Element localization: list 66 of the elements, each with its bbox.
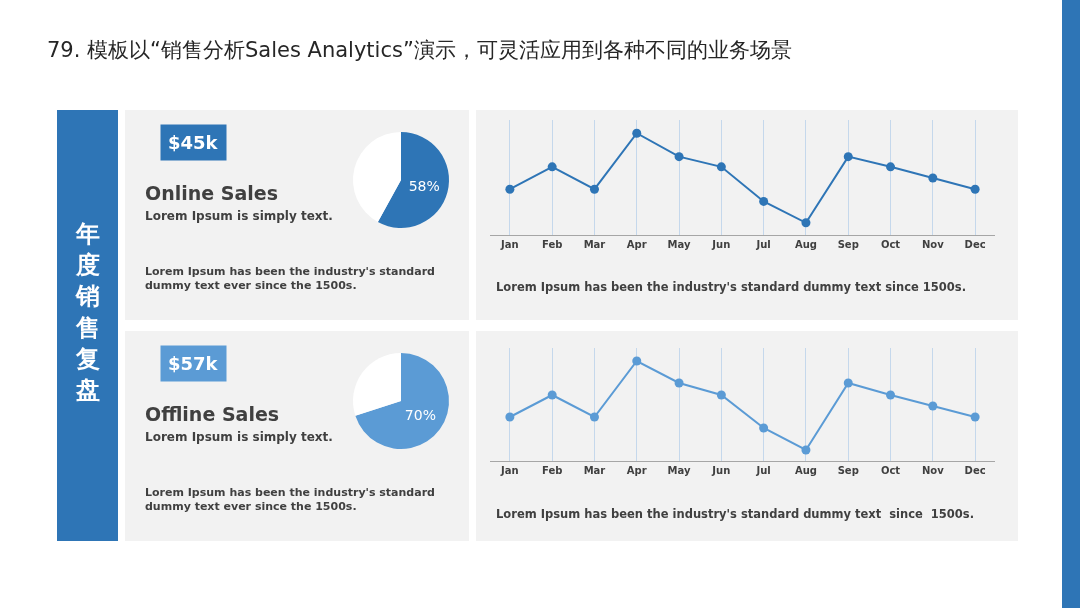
text: $45k xyxy=(168,132,219,153)
text: 年度销售复盘 xyxy=(75,220,100,404)
text: Lorem Ipsum is simply text. xyxy=(145,430,333,444)
x-tick-label: Oct xyxy=(880,239,901,250)
x-tick-label: May xyxy=(667,465,691,476)
text: Lorem Ipsum has been the industry's standard dummy text ever since the 1500s. xyxy=(145,486,435,514)
x-tick-label: Nov xyxy=(921,465,945,476)
x-tick-label: Mar xyxy=(583,239,606,250)
point xyxy=(547,162,557,172)
x-tick-label: Dec xyxy=(964,239,986,250)
point xyxy=(674,378,684,388)
x-tick-label: Jan xyxy=(500,239,519,250)
x-tick-label: Jul xyxy=(755,239,771,250)
point xyxy=(589,184,599,194)
text: Lorem Ipsum has been the industry's standard dummy text ever since the 1500s. xyxy=(145,265,435,293)
x-tick-label: May xyxy=(667,239,691,250)
x-tick-label: Jun xyxy=(711,239,731,250)
x-tick-label: Feb xyxy=(541,239,563,250)
x-tick-label: Jul xyxy=(755,465,771,476)
point xyxy=(589,412,599,422)
pie-slice xyxy=(353,353,401,416)
point xyxy=(759,423,769,433)
x-tick-label: Oct xyxy=(880,465,901,476)
x-tick-label: Aug xyxy=(794,239,817,250)
point xyxy=(970,412,980,422)
x-tick-label: Apr xyxy=(626,239,647,250)
point xyxy=(716,162,726,172)
point xyxy=(759,196,769,206)
x-tick-label: Sep xyxy=(837,239,859,250)
text: 79. 模板以“销售分析Sales Analytics”演示，可灵活应用到各种不同的业务场景 xyxy=(47,38,792,62)
point xyxy=(801,218,811,228)
x-tick-label: Jan xyxy=(500,465,519,476)
x-tick-label: Dec xyxy=(964,465,986,476)
data-label: 70% xyxy=(404,407,436,424)
x-tick-label: Jun xyxy=(711,465,731,476)
point xyxy=(505,184,515,194)
text: Offline Sales xyxy=(145,403,280,425)
x-tick-label: Aug xyxy=(794,465,817,476)
point xyxy=(547,390,557,400)
point xyxy=(886,390,896,400)
text: Online Sales xyxy=(145,182,278,204)
x-tick-label: Sep xyxy=(837,465,859,476)
point xyxy=(928,401,938,411)
point xyxy=(632,356,642,366)
point xyxy=(801,445,811,455)
pie-slice xyxy=(355,353,449,449)
point xyxy=(843,378,853,388)
data-label: 58% xyxy=(408,177,440,194)
pie-slice xyxy=(353,132,401,223)
point xyxy=(716,390,726,400)
text: $57k xyxy=(168,353,219,374)
point xyxy=(505,412,515,422)
x-tick-label: Feb xyxy=(541,465,563,476)
point xyxy=(843,152,853,162)
point xyxy=(970,184,980,194)
point xyxy=(928,173,938,183)
text: Lorem Ipsum has been the industry's standard dummy text since 1500s. xyxy=(496,280,967,294)
x-tick-label: Apr xyxy=(626,465,647,476)
point xyxy=(886,162,896,172)
x-tick-label: Mar xyxy=(583,465,606,476)
text: Lorem Ipsum has been the industry's standard dummy text since 1500s. xyxy=(496,507,975,521)
pie-slice xyxy=(377,132,449,228)
point xyxy=(674,152,684,162)
point xyxy=(632,128,642,138)
x-tick-label: Nov xyxy=(921,239,945,250)
text: Lorem Ipsum is simply text. xyxy=(145,209,333,223)
